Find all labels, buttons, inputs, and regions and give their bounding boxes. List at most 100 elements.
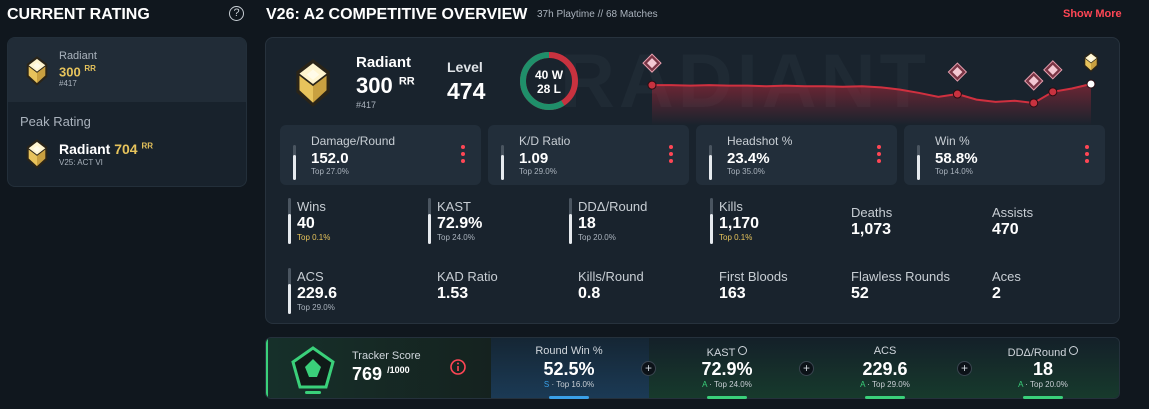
rank-pip	[947, 62, 967, 82]
highlight-card	[904, 125, 1105, 185]
menu-dot	[1085, 145, 1089, 149]
stat-percentile: Top 0.1%	[297, 233, 331, 242]
losses-value: 28	[536, 82, 551, 96]
highlight-card	[696, 125, 897, 185]
summary-position: #417	[356, 100, 377, 110]
separator: ·	[867, 380, 870, 389]
stat-label: KAD Ratio	[437, 269, 498, 284]
rating-card	[7, 37, 247, 187]
menu-dot	[461, 159, 465, 163]
rr-value: 300	[356, 73, 393, 98]
stat-value: 18	[578, 215, 596, 232]
highlight-value: 1.09	[519, 150, 549, 167]
metric-grade: A · Top 24.0%	[648, 381, 806, 389]
separator: ·	[1025, 380, 1028, 389]
help-icon[interactable]: ?	[229, 6, 244, 21]
highlight-label: K/D Ratio	[519, 134, 571, 148]
info-icon[interactable]	[738, 346, 748, 355]
tracker-icon	[291, 346, 335, 394]
stat-value: 163	[719, 285, 746, 302]
highlight-card	[280, 125, 481, 185]
summary-rr: 300 RR	[356, 75, 415, 97]
peak-season: V25: ACT VI	[59, 158, 103, 167]
highlight-percentile: Top 29.0%	[519, 167, 557, 176]
overview-title: V26: A2 COMPETITIVE OVERVIEW	[266, 6, 528, 23]
menu-dot	[877, 159, 881, 163]
grade: A	[860, 380, 866, 389]
stat-value: 72.9%	[437, 215, 483, 232]
stat-label: Kills/Round	[578, 269, 644, 284]
stat-label: Assists	[992, 205, 1034, 220]
stat-value: 1,170	[719, 215, 760, 232]
stat-value: 2	[992, 285, 1001, 302]
percentile: Top 20.0%	[1030, 380, 1068, 389]
playtime: 37h Playtime	[537, 9, 595, 20]
current-rr: 300 RR	[59, 65, 96, 79]
metric-grade: S · Top 16.0%	[490, 381, 648, 389]
metric-label-text: Round Win %	[535, 345, 603, 357]
stat-value: 0.8	[578, 285, 601, 302]
percentile-fill	[293, 155, 296, 180]
metric-grade: A · Top 20.0%	[964, 381, 1122, 389]
percentile: Top 16.0%	[556, 380, 595, 389]
menu-dot	[669, 152, 673, 156]
peak-rank: Radiant	[59, 141, 111, 157]
stat-value: 40	[297, 215, 315, 232]
plus-icon[interactable]: +	[957, 361, 972, 376]
plus-icon[interactable]: +	[641, 361, 656, 376]
menu-dot	[1085, 159, 1089, 163]
stat-label: Wins	[297, 199, 326, 214]
percentile-fill	[569, 214, 572, 244]
menu-dot	[669, 159, 673, 163]
highlight-percentile: Top 14.0%	[935, 167, 973, 176]
stat-value: 52	[851, 285, 869, 302]
rank-pip	[642, 53, 662, 73]
percentile-fill	[709, 155, 712, 180]
losses: 28 L	[519, 83, 579, 95]
highlight-value: 58.8%	[935, 150, 978, 167]
grade: S	[543, 380, 550, 389]
info-icon[interactable]	[1069, 346, 1079, 355]
separator: ·	[551, 380, 555, 389]
rr-point	[647, 80, 657, 90]
rr-unit: RR	[141, 141, 154, 151]
rr-area	[652, 84, 1091, 125]
info-icon[interactable]	[449, 358, 467, 376]
peak-rr: 704	[114, 141, 138, 157]
highlight-label: Headshot %	[727, 134, 793, 148]
stat-label: ACS	[297, 269, 324, 284]
menu-dot	[669, 145, 673, 149]
wins-value: 40	[534, 68, 549, 82]
metric-bar	[707, 396, 747, 399]
rr-point	[1029, 98, 1039, 108]
current-rank: Radiant	[59, 50, 97, 62]
rr-point	[1086, 79, 1096, 89]
highlight-value: 23.4%	[727, 150, 770, 167]
level: 474	[447, 78, 486, 104]
metric-value: 229.6	[862, 359, 908, 379]
stat-value: 229.6	[297, 285, 338, 302]
separator: ·	[709, 380, 712, 389]
rank-pip	[1024, 71, 1044, 91]
current-section	[8, 38, 246, 102]
stat-value: 1.53	[437, 285, 469, 302]
stat-percentile: Top 29.0%	[297, 303, 335, 312]
percentile-fill	[428, 214, 431, 244]
menu-dot	[461, 152, 465, 156]
metric-label: DDΔ/Round	[964, 346, 1122, 359]
percentile-fill	[501, 155, 504, 180]
menu-dot	[877, 145, 881, 149]
percentile-fill	[288, 284, 291, 314]
plus-icon[interactable]: +	[799, 361, 814, 376]
stat-percentile: Top 24.0%	[437, 233, 475, 242]
highlight-percentile: Top 35.0%	[727, 167, 765, 176]
grade: A	[702, 380, 708, 389]
menu-dot	[877, 152, 881, 156]
show-more[interactable]: Show More	[1063, 8, 1122, 20]
stat-value: 470	[992, 221, 1019, 238]
highlight-card	[488, 125, 689, 185]
metric-value: 18	[1032, 359, 1054, 379]
metric-bar	[549, 396, 589, 399]
stat-label: Flawless Rounds	[851, 269, 950, 284]
